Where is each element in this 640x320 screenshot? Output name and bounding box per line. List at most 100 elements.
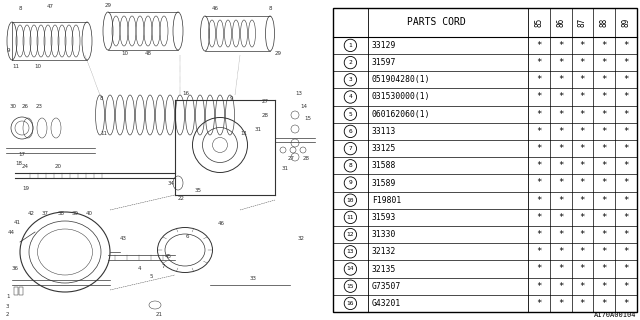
Text: 12: 12	[347, 232, 354, 237]
Text: *: *	[623, 196, 628, 205]
Text: *: *	[536, 41, 541, 50]
Text: *: *	[536, 58, 541, 67]
Text: 15: 15	[304, 116, 311, 121]
Text: 20: 20	[55, 164, 62, 169]
Text: 6: 6	[186, 234, 189, 239]
Text: *: *	[558, 110, 563, 119]
Text: 29: 29	[275, 51, 282, 56]
Text: 29: 29	[104, 3, 111, 8]
Text: 36: 36	[12, 266, 19, 271]
Text: 3: 3	[349, 77, 352, 82]
Text: *: *	[580, 75, 585, 84]
Text: 86: 86	[556, 18, 565, 27]
Text: *: *	[602, 213, 607, 222]
Text: 15: 15	[347, 284, 354, 289]
Text: *: *	[602, 230, 607, 239]
Text: 32135: 32135	[372, 265, 396, 274]
Text: 11: 11	[100, 131, 107, 136]
Text: 41: 41	[14, 220, 21, 225]
Text: A170A00104: A170A00104	[595, 312, 637, 318]
Text: *: *	[558, 265, 563, 274]
Text: 13: 13	[295, 91, 302, 96]
Text: 11: 11	[13, 64, 19, 69]
Text: *: *	[602, 144, 607, 153]
Text: 32132: 32132	[372, 247, 396, 256]
Text: *: *	[536, 282, 541, 291]
Text: *: *	[623, 127, 628, 136]
Text: *: *	[623, 247, 628, 256]
Text: *: *	[602, 58, 607, 67]
Text: 9: 9	[230, 96, 234, 101]
Text: *: *	[623, 299, 628, 308]
Text: *: *	[602, 41, 607, 50]
Text: *: *	[623, 75, 628, 84]
Text: 35: 35	[195, 188, 202, 193]
Text: 23: 23	[36, 104, 43, 109]
Text: 31330: 31330	[372, 230, 396, 239]
Text: 85: 85	[534, 18, 543, 27]
Text: *: *	[558, 92, 563, 101]
Text: 33113: 33113	[372, 127, 396, 136]
Text: 40: 40	[86, 211, 93, 216]
Text: 11: 11	[347, 215, 354, 220]
Text: PARTS CORD: PARTS CORD	[408, 17, 466, 28]
Text: 2: 2	[349, 60, 352, 65]
Text: 8: 8	[268, 6, 272, 11]
Text: *: *	[602, 282, 607, 291]
Text: 10: 10	[35, 64, 42, 69]
Text: 34: 34	[168, 181, 175, 186]
Text: *: *	[623, 144, 628, 153]
Text: 7: 7	[162, 264, 166, 269]
Text: *: *	[623, 58, 628, 67]
Text: 31: 31	[282, 166, 289, 171]
Text: *: *	[580, 144, 585, 153]
Text: *: *	[602, 265, 607, 274]
Text: *: *	[536, 92, 541, 101]
Text: 44: 44	[8, 230, 15, 235]
Text: *: *	[602, 161, 607, 170]
Bar	[14, 287, 18, 295]
Text: *: *	[602, 75, 607, 84]
Text: 1: 1	[6, 294, 10, 299]
Text: *: *	[623, 213, 628, 222]
Text: *: *	[623, 230, 628, 239]
Text: 28: 28	[303, 156, 310, 161]
Text: *: *	[602, 127, 607, 136]
Text: 46: 46	[218, 221, 225, 226]
Text: 31589: 31589	[372, 179, 396, 188]
Text: *: *	[558, 58, 563, 67]
Text: 30: 30	[10, 104, 17, 109]
Text: 28: 28	[262, 113, 269, 118]
Text: *: *	[602, 196, 607, 205]
Text: 17: 17	[18, 152, 25, 157]
Text: *: *	[580, 282, 585, 291]
Text: 87: 87	[578, 18, 587, 27]
Text: G43201: G43201	[372, 299, 401, 308]
Text: *: *	[602, 247, 607, 256]
Text: 18: 18	[15, 161, 22, 166]
Text: *: *	[536, 161, 541, 170]
Text: *: *	[558, 144, 563, 153]
Text: *: *	[623, 41, 628, 50]
Text: 31593: 31593	[372, 213, 396, 222]
Text: *: *	[536, 247, 541, 256]
Text: 1: 1	[349, 43, 352, 48]
Text: 4: 4	[138, 266, 141, 271]
Text: *: *	[623, 179, 628, 188]
Text: 13: 13	[347, 249, 354, 254]
Text: 31588: 31588	[372, 161, 396, 170]
Text: *: *	[623, 282, 628, 291]
Text: 89: 89	[621, 18, 630, 27]
Text: 16: 16	[347, 301, 354, 306]
Text: *: *	[580, 213, 585, 222]
Text: *: *	[623, 92, 628, 101]
Text: 47: 47	[47, 4, 54, 9]
Text: 37: 37	[42, 211, 49, 216]
Text: 14: 14	[347, 267, 354, 271]
Text: *: *	[580, 161, 585, 170]
Text: 9: 9	[349, 180, 352, 186]
Text: 8: 8	[100, 96, 104, 101]
Text: *: *	[558, 213, 563, 222]
Text: 8: 8	[19, 6, 22, 11]
Text: 6: 6	[349, 129, 352, 134]
